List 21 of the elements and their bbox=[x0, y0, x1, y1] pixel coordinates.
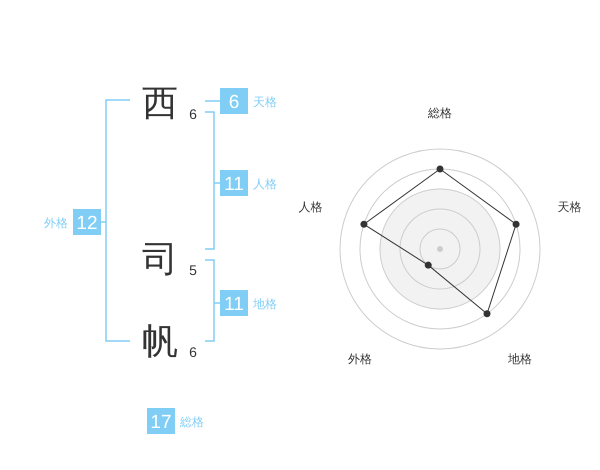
data-label: 12 bbox=[76, 213, 98, 234]
data-label: 6 bbox=[189, 344, 198, 360]
spoke-label: 人格 bbox=[298, 200, 323, 214]
category-label: 総格 bbox=[179, 415, 204, 429]
category-label: 人格 bbox=[253, 177, 277, 191]
data-label: 11 bbox=[224, 174, 244, 195]
data-label: 11 bbox=[224, 294, 244, 315]
category-label: 西 bbox=[142, 82, 178, 123]
spoke-label: 地格 bbox=[506, 352, 532, 366]
category-label: 天格 bbox=[253, 95, 277, 109]
category-label: 外格 bbox=[44, 216, 68, 230]
spoke-label: 総格 bbox=[427, 106, 452, 120]
data-label: 5 bbox=[189, 262, 198, 278]
data-label: 6 bbox=[228, 92, 240, 113]
category-label: 地格 bbox=[252, 297, 277, 311]
spoke-label: 天格 bbox=[557, 200, 582, 214]
category-label: 帆 bbox=[142, 320, 178, 361]
data-label: 17 bbox=[150, 412, 172, 433]
data-label: 6 bbox=[189, 106, 198, 122]
spoke-label: 外格 bbox=[348, 352, 372, 366]
category-label: 司 bbox=[142, 238, 178, 279]
